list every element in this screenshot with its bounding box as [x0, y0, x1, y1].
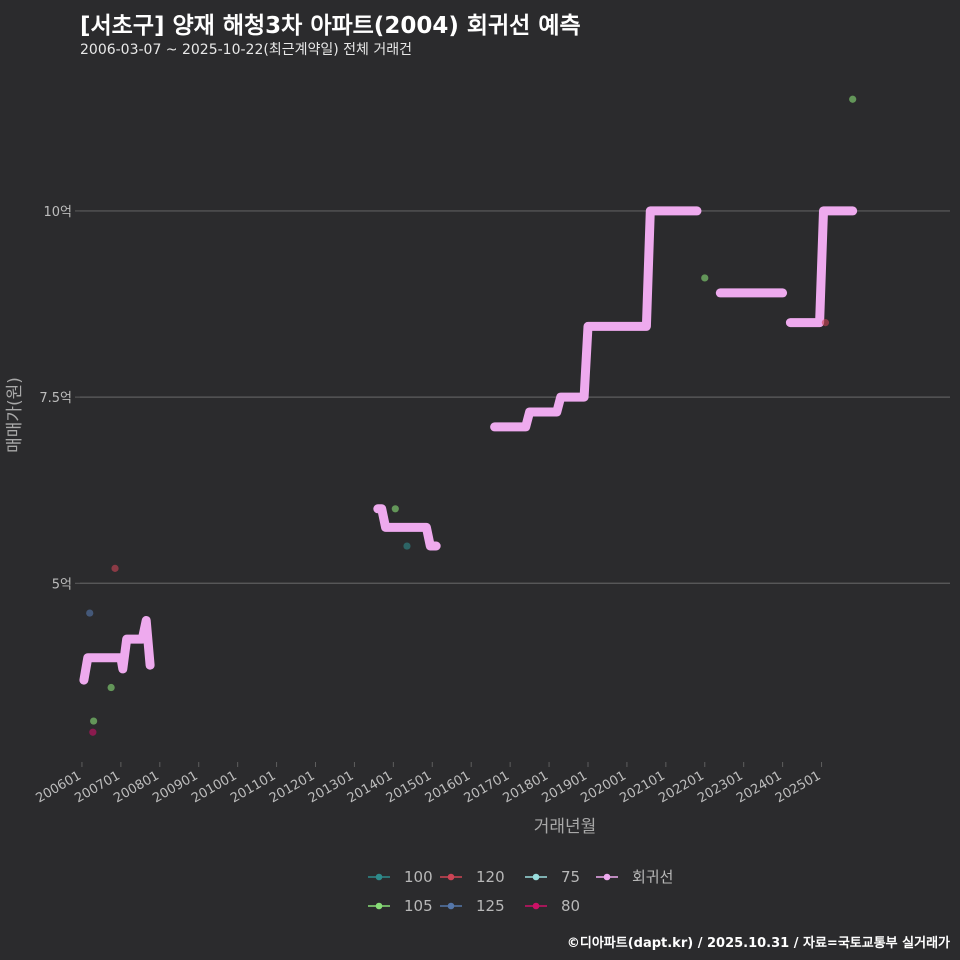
legend-key-dot — [603, 873, 611, 881]
x-axis-title: 거래년월 — [534, 817, 597, 837]
legend-key-dot — [375, 902, 383, 910]
data-point — [849, 95, 857, 103]
legend-label: 회귀선 — [632, 868, 673, 886]
legend-key-dot — [447, 902, 455, 910]
regression-line — [490, 206, 702, 432]
regression-line — [79, 616, 155, 685]
source-credit: ©디아파트(dapt.kr) / 2025.10.31 / 자료=국토교통부 실… — [566, 936, 950, 951]
y-tick-label: 7.5억 — [39, 391, 72, 406]
legend-label: 105 — [404, 897, 433, 915]
legend-label: 125 — [476, 897, 505, 915]
regression-line — [785, 206, 858, 328]
chart-title: [서초구] 양재 해청3차 아파트(2004) 회귀선 예측 — [80, 13, 581, 39]
data-point — [821, 319, 830, 327]
y-tick-label: 10억 — [43, 205, 72, 220]
legend-label: 75 — [561, 868, 580, 886]
legend-key-dot — [447, 873, 455, 881]
data-point — [391, 505, 399, 513]
y-tick-label: 5억 — [52, 577, 72, 592]
legend-label: 100 — [404, 868, 433, 886]
legend-label: 80 — [561, 897, 580, 915]
data-point — [90, 717, 98, 725]
data-point — [701, 274, 709, 282]
data-point — [111, 564, 119, 572]
legend-key-dot — [532, 873, 540, 881]
data-point — [107, 683, 115, 692]
legend-key-dot — [532, 902, 540, 910]
legend-key-dot — [375, 873, 383, 881]
regression-line — [373, 504, 441, 551]
chart-subtitle: 2006-03-07 ~ 2025-10-22(최근계약일) 전체 거래건 — [80, 42, 412, 58]
data-point — [403, 542, 411, 550]
data-point — [89, 728, 97, 736]
data-point — [86, 609, 94, 617]
y-axis-title: 매매가(원) — [5, 377, 25, 453]
legend-label: 120 — [476, 868, 505, 886]
x-tick-label: 202501 — [773, 768, 823, 806]
